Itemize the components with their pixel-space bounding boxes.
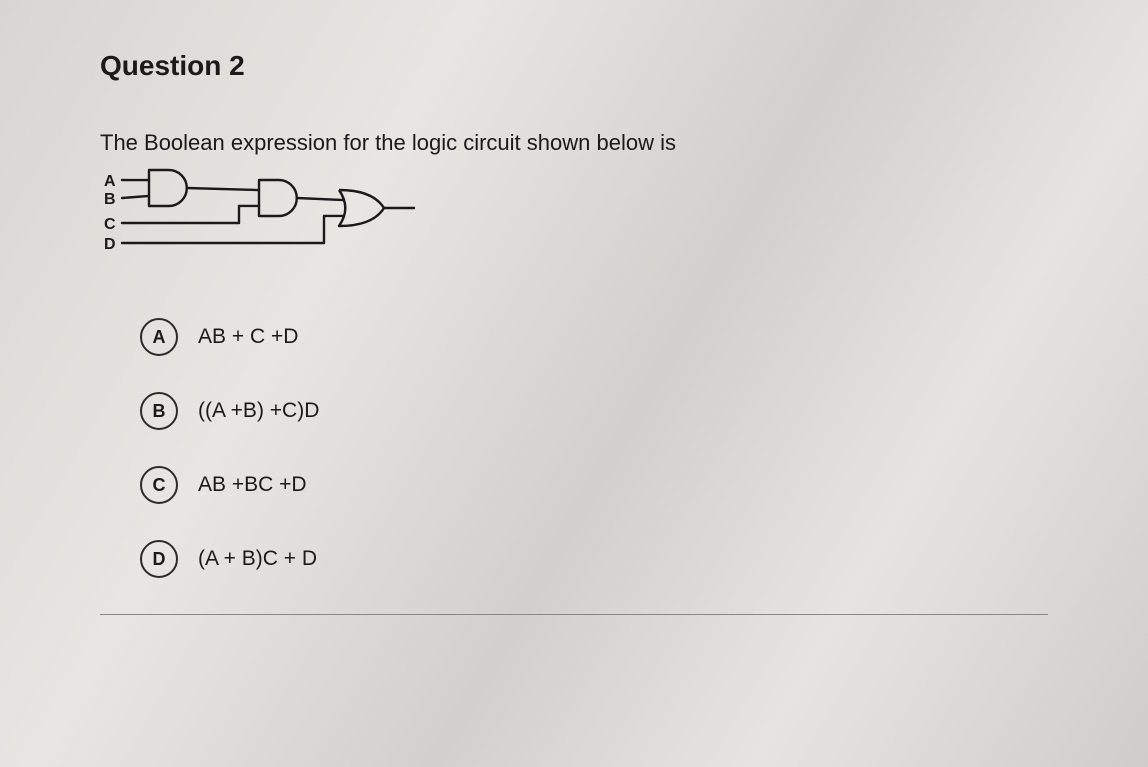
option-letter-badge: D — [140, 540, 178, 578]
logic-circuit-diagram: ABCD — [104, 168, 1048, 283]
divider — [100, 614, 1048, 615]
answer-option-c[interactable]: C AB +BC +D — [140, 466, 1048, 504]
option-text: AB +BC +D — [198, 473, 307, 497]
answer-option-a[interactable]: A AB + C +D — [140, 318, 1048, 356]
svg-text:D: D — [104, 236, 116, 253]
option-letter-badge: C — [140, 466, 178, 504]
answer-option-d[interactable]: D (A + B)C + D — [140, 540, 1048, 578]
answer-option-b[interactable]: B ((A +B) +C)D — [140, 392, 1048, 430]
option-text: AB + C +D — [198, 325, 298, 349]
option-letter-badge: A — [140, 318, 178, 356]
option-text: (A + B)C + D — [198, 547, 317, 571]
question-title: Question 2 — [100, 50, 1048, 82]
option-text: ((A +B) +C)D — [198, 399, 319, 423]
svg-text:A: A — [104, 173, 116, 190]
svg-text:C: C — [104, 216, 116, 233]
option-letter-badge: B — [140, 392, 178, 430]
question-prompt: The Boolean expression for the logic cir… — [100, 130, 1048, 156]
svg-text:B: B — [104, 191, 116, 208]
